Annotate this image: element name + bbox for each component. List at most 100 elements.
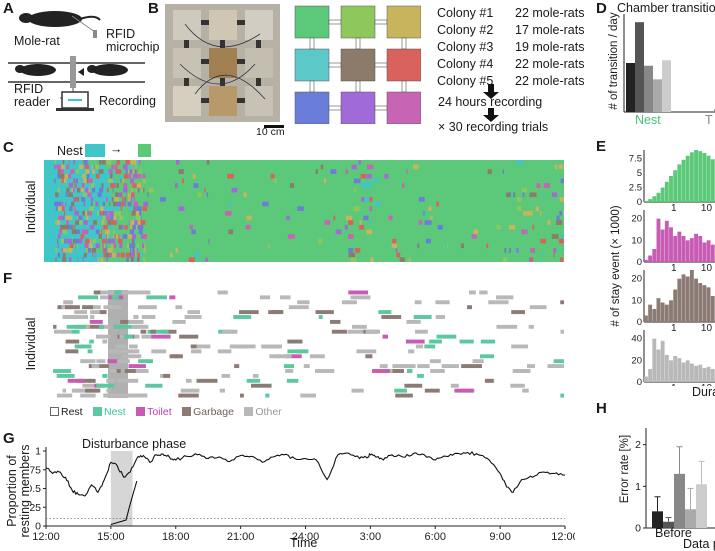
raster-c-segment: [560, 257, 563, 262]
raster-c-segment: [44, 160, 88, 165]
raster-c-segment: [91, 183, 94, 188]
raster-c-segment: [134, 257, 137, 262]
chart-e-bar: [661, 303, 665, 323]
raster-c-segment: [286, 216, 289, 221]
chart-e-bar: [677, 358, 681, 382]
raster-c-segment: [348, 220, 353, 225]
raster-c-segment: [193, 174, 196, 179]
chart-e-bar: [677, 232, 681, 262]
chart-e-bar: [673, 170, 677, 202]
raster-c-segment: [89, 243, 92, 248]
raster-c-segment: [559, 165, 563, 170]
raster-c-segment: [461, 243, 464, 248]
raster-c-segment: [58, 206, 60, 211]
chart-e-bar: [652, 339, 656, 382]
raster-c-segment: [73, 179, 75, 184]
raster-c-segment: [359, 220, 361, 225]
chamber-grid: [293, 4, 421, 124]
raster-c-segment: [67, 216, 72, 221]
raster-c-segment: [419, 220, 422, 225]
raster-f-segment: [117, 359, 130, 363]
chamber-cell: [387, 6, 421, 38]
chart-e-bar: [673, 236, 677, 262]
chart-e-bar: [686, 240, 690, 262]
chart-e-bar: [677, 164, 681, 202]
chart-e-bar: [702, 368, 706, 382]
raster-c-segment: [106, 216, 110, 221]
raster-c-segment: [367, 165, 373, 170]
raster-c-segment: [77, 243, 78, 248]
raster-c-segment: [114, 234, 115, 239]
raster-c-segment: [58, 216, 62, 221]
raster-c-segment: [111, 248, 112, 253]
raster-c-segment: [119, 243, 122, 248]
raster-c-segment: [96, 174, 100, 179]
raster-f-segment: [548, 364, 564, 368]
raster-f-segment: [132, 325, 149, 329]
raster-f-segment: [372, 369, 390, 373]
chart-e-ytick: 20: [631, 214, 642, 225]
raster-c-segment: [116, 183, 119, 188]
chamber-tunnel: [356, 38, 360, 49]
raster-c-segment: [106, 257, 107, 262]
chart-d: [618, 14, 715, 124]
raster-f: [44, 290, 564, 398]
raster-f-segment: [348, 291, 368, 295]
raster-f-segment: [285, 369, 293, 373]
raster-f-segment: [169, 295, 175, 299]
chart-e-ytick: 2.5: [629, 183, 642, 194]
raster-f-segment: [181, 389, 200, 393]
raster-f-segment: [437, 335, 457, 339]
raster-c-segment: [142, 243, 144, 248]
chart-e-ytick: 10: [631, 235, 642, 246]
raster-f-segment: [57, 394, 72, 398]
raster-f-segment: [332, 330, 347, 334]
raster-f-segment: [481, 340, 495, 344]
chart-e-ytick: 0: [637, 377, 642, 386]
chart-d-bar: [653, 79, 662, 112]
raster-f-segment: [239, 310, 259, 314]
raster-f-segment: [89, 340, 94, 344]
raster-f-segment: [135, 394, 147, 398]
raster-c-segment: [430, 216, 434, 221]
raster-f-segment: [496, 295, 513, 299]
raster-c-segment: [143, 174, 144, 179]
raster-c-segment: [118, 169, 121, 174]
raster-c-segment: [58, 169, 60, 174]
raster-c-segment: [84, 160, 87, 165]
raster-c-segment: [76, 179, 78, 184]
raster-c-segment: [77, 183, 82, 188]
raster-f-segment: [287, 349, 308, 353]
chart-e-ytick: 20: [631, 355, 642, 366]
raster-c-segment: [84, 220, 88, 225]
raster-c-segment: [122, 197, 123, 202]
chart-e-bar: [686, 277, 690, 323]
raster-f-segment: [138, 305, 157, 309]
raster-c-segment: [88, 248, 91, 253]
raster-c-segment: [137, 174, 142, 179]
raster-f-segment: [150, 330, 155, 334]
chart-e-ytick: 0: [637, 197, 642, 208]
raster-c-segment: [503, 169, 504, 174]
raster-f-segment: [138, 359, 153, 363]
raster-f-segment: [53, 369, 71, 373]
raster-c-segment: [73, 188, 75, 193]
raster-f-segment: [100, 310, 107, 314]
raster-f-segment: [383, 335, 388, 339]
raster-f-segment: [527, 364, 535, 368]
raster-c-segment: [55, 257, 56, 262]
raster-f-segment: [560, 330, 564, 334]
raster-c-segment: [129, 243, 132, 248]
raster-c-segment: [130, 220, 134, 225]
chart-e-xtick: 10: [701, 203, 713, 214]
raster-c-segment: [58, 243, 59, 248]
raster-f-segment: [131, 291, 151, 295]
raster-c-segment: [517, 206, 521, 211]
raster-f-segment: [352, 325, 367, 329]
chamber-tunnel: [329, 20, 341, 24]
raster-f-segment: [522, 389, 528, 393]
raster-c-segment: [79, 165, 83, 170]
raster-c-segment: [136, 216, 141, 221]
raster-f-segment: [392, 364, 406, 368]
raster-c-segment: [133, 169, 135, 174]
